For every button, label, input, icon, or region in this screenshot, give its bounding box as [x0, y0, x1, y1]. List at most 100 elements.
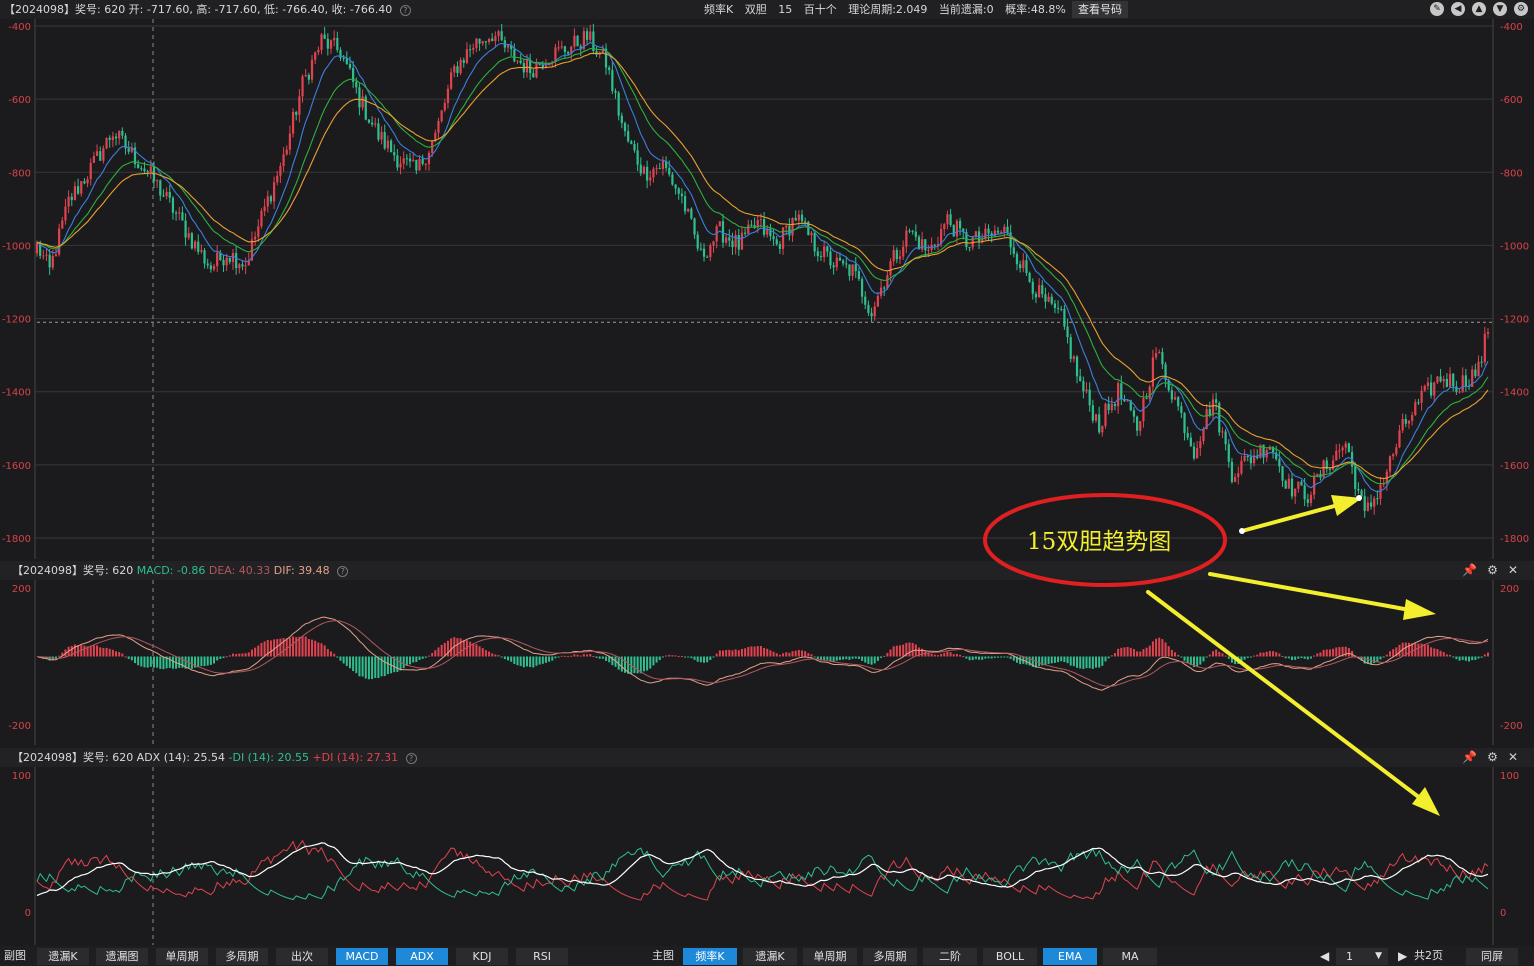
candle-body	[876, 295, 879, 307]
adx-y-tick-left: 100	[12, 771, 31, 782]
prev-page-icon[interactable]: ◀	[1320, 949, 1330, 963]
candle-body	[680, 193, 683, 197]
candle-body	[582, 31, 585, 49]
back-icon[interactable]: ◀	[1451, 2, 1465, 16]
tab-frequency-k[interactable]: 频率K	[683, 948, 737, 965]
macd-bar	[965, 656, 968, 659]
macd-bar	[83, 645, 86, 657]
macd-bar	[665, 655, 668, 657]
candle-body	[712, 241, 715, 246]
sync-screen-button[interactable]: 同屏	[1466, 948, 1518, 965]
candle-body	[61, 220, 64, 229]
macd-bar	[636, 656, 639, 674]
candle-body	[914, 231, 917, 237]
tab-main-omission-k[interactable]: 遗漏K	[743, 948, 797, 965]
candle-body	[1189, 437, 1192, 447]
adx-chart[interactable]: 100 100 0 0	[0, 767, 1534, 945]
candle-body	[1379, 484, 1382, 499]
tab-ema[interactable]: EMA	[1043, 948, 1097, 965]
next-page-icon[interactable]: ▶	[1398, 949, 1408, 963]
macd-bar	[250, 649, 253, 657]
macd-bar	[772, 651, 775, 657]
lookup-numbers-button[interactable]: 查看号码	[1072, 1, 1128, 18]
tab-omission-k[interactable]: 遗漏K	[37, 948, 89, 965]
tab-kdj[interactable]: KDJ	[456, 948, 508, 965]
pane-settings-icon[interactable]: ⚙	[1487, 750, 1498, 764]
macd-bar	[601, 656, 604, 659]
main-chart[interactable]: -400 -400 -600 -600 -800 -800 -1000 -1000 -1200 -…	[0, 19, 1534, 559]
macd-bar	[658, 656, 661, 661]
macd-bar	[481, 648, 484, 657]
tab-adx[interactable]: ADX	[396, 948, 448, 965]
tab-main-single-period[interactable]: 单周期	[803, 948, 857, 965]
adx-y-tick-right: 0	[1500, 908, 1506, 919]
candle-body	[48, 254, 51, 268]
page-select[interactable]: 1 ▼	[1336, 948, 1388, 965]
adx-help-icon[interactable]: ?	[405, 752, 417, 764]
candle-body	[317, 49, 320, 53]
macd-bar	[854, 656, 857, 659]
candle-body	[225, 257, 228, 266]
close-icon[interactable]: ✕	[1507, 750, 1518, 764]
macd-bar	[525, 656, 528, 667]
macd-bar	[1012, 656, 1015, 661]
annotation-label: 15双胆趋势图	[1027, 529, 1172, 555]
candle-body	[1170, 390, 1173, 400]
tab-boll[interactable]: BOLL	[983, 948, 1037, 965]
edit-icon[interactable]: ✎	[1430, 2, 1444, 16]
tab-multi-period[interactable]: 多周期	[216, 948, 268, 965]
macd-bar	[228, 655, 231, 657]
macd-bar	[1079, 656, 1082, 669]
macd-bar	[1158, 637, 1161, 657]
candle-body	[1328, 468, 1332, 470]
candle-body	[1297, 481, 1300, 489]
macd-help-icon[interactable]: ?	[337, 565, 349, 577]
macd-bar	[902, 644, 905, 657]
candle-body	[1262, 444, 1265, 458]
macd-bar	[209, 656, 212, 665]
candle-body	[1407, 420, 1411, 424]
tab-second-order[interactable]: 二阶	[923, 948, 977, 965]
candle-body	[105, 137, 108, 149]
candle-body	[541, 64, 544, 69]
macd-bar	[620, 656, 623, 672]
macd-bar	[70, 645, 73, 657]
candle-body	[1281, 466, 1284, 481]
macd-bar	[895, 645, 898, 657]
candle-body	[775, 239, 778, 245]
macd-bar	[563, 655, 566, 657]
macd-bar	[541, 656, 544, 664]
tab-rsi[interactable]: RSI	[516, 948, 568, 965]
tab-main-multi-period[interactable]: 多周期	[863, 948, 917, 965]
candle-body	[1028, 272, 1031, 282]
macd-bar	[1110, 655, 1113, 657]
pin-icon[interactable]: 📌	[1462, 563, 1478, 577]
candle-body	[1455, 386, 1458, 392]
pin-icon[interactable]: 📌	[1462, 750, 1478, 764]
candle-body	[674, 184, 677, 189]
up-icon[interactable]: ▲	[1472, 2, 1486, 16]
candle-body	[1300, 481, 1303, 486]
help-icon[interactable]: ?	[399, 4, 411, 16]
macd-bar	[791, 651, 794, 657]
tab-macd[interactable]: MACD	[336, 948, 388, 965]
settings-icon[interactable]: ⚙	[1514, 2, 1528, 16]
macd-bar	[257, 645, 260, 657]
candle-body	[1151, 357, 1155, 387]
candle-body	[668, 167, 671, 175]
candle-body	[943, 224, 946, 230]
macd-chart[interactable]: 200 200 -200 -200	[0, 580, 1534, 745]
down-icon[interactable]: ▼	[1493, 2, 1507, 16]
macd-bar	[364, 656, 367, 679]
tab-ma[interactable]: MA	[1103, 948, 1157, 965]
tab-omission-chart[interactable]: 遗漏图	[96, 948, 148, 965]
close-icon[interactable]: ✕	[1507, 563, 1518, 577]
macd-bar	[1461, 656, 1464, 660]
macd-bar	[864, 656, 867, 663]
tab-occurrence[interactable]: 出次	[276, 948, 328, 965]
candle-body	[102, 148, 105, 161]
tab-single-period[interactable]: 单周期	[156, 948, 208, 965]
candle-body	[475, 38, 478, 48]
pane-settings-icon[interactable]: ⚙	[1487, 563, 1498, 577]
candle-body	[671, 174, 674, 185]
